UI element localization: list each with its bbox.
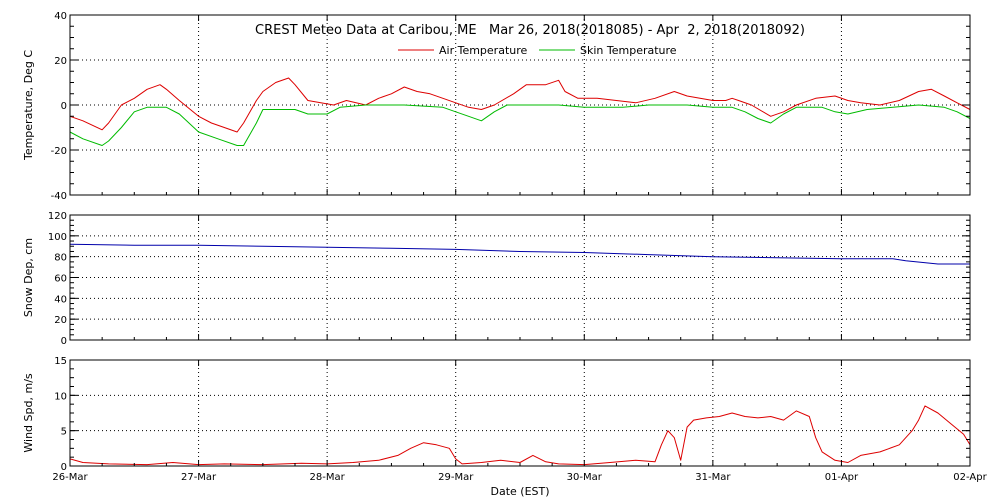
- panel-1-y-tick-label: 0: [61, 336, 67, 347]
- panel-1-y-tick-label: 40: [54, 294, 67, 305]
- panel-0-y-tick-label: -20: [51, 146, 67, 157]
- x-tick-label: 28-Mar: [310, 472, 346, 483]
- panel-2-y-tick-label: 15: [54, 356, 67, 367]
- panel-1-y-axis-label: Snow Dep, cm: [22, 238, 35, 317]
- panel-1-y-tick-label: 60: [54, 274, 67, 285]
- x-tick-label: 01-Apr: [825, 472, 859, 483]
- text-layer: -40 -20 0 20 40 Temperature, Deg C 0 20 40 60 80 10…: [22, 11, 988, 483]
- x-axis-label: Date (EST): [490, 485, 549, 498]
- panel-2-frame: [69, 359, 971, 467]
- panel-0-y-tick-label: 40: [54, 11, 67, 22]
- panel-1-y-tick-label: 20: [54, 315, 67, 326]
- grid-layer: [70, 15, 970, 466]
- x-tick-label: 27-Mar: [181, 472, 217, 483]
- panel-1-y-tick-label: 80: [54, 253, 67, 264]
- panel-2-y-axis-label: Wind Spd, m/s: [22, 373, 35, 453]
- x-tick-label: 31-Mar: [695, 472, 731, 483]
- panel-1-y-tick-label: 120: [48, 211, 67, 222]
- panel-2-series-0-line: [69, 405, 971, 466]
- x-tick-label: 26-Mar: [52, 472, 88, 483]
- panel-1-y-tick-label: 100: [48, 232, 67, 243]
- data-layer: [69, 77, 971, 466]
- panel-2-y-tick-label: 5: [61, 427, 67, 438]
- frame-layer: [69, 14, 971, 467]
- panel-0-series-0-line: [69, 77, 971, 133]
- legend-skin-label: Skin Temperature: [580, 44, 677, 57]
- legend-air-label: Air Temperature: [439, 44, 528, 57]
- panel-2-y-tick-label: 0: [61, 462, 67, 473]
- x-tick-label: 02-Apr: [953, 472, 987, 483]
- legend: Air Temperature Skin Temperature: [398, 44, 677, 57]
- panel-2-y-tick-label: 10: [54, 391, 67, 402]
- panel-0-y-tick-label: -40: [51, 191, 67, 202]
- panel-0-y-tick-label: 20: [54, 56, 67, 67]
- panel-0-series-1-line: [69, 104, 971, 146]
- panel-0-y-tick-label: 0: [61, 101, 67, 112]
- chart-title: CREST Meteo Data at Caribou, ME Mar 26, …: [255, 23, 805, 38]
- panel-1-series-0-line: [69, 243, 970, 265]
- x-tick-label: 29-Mar: [438, 472, 474, 483]
- panel-0-y-axis-label: Temperature, Deg C: [22, 50, 35, 161]
- x-tick-label: 30-Mar: [567, 472, 603, 483]
